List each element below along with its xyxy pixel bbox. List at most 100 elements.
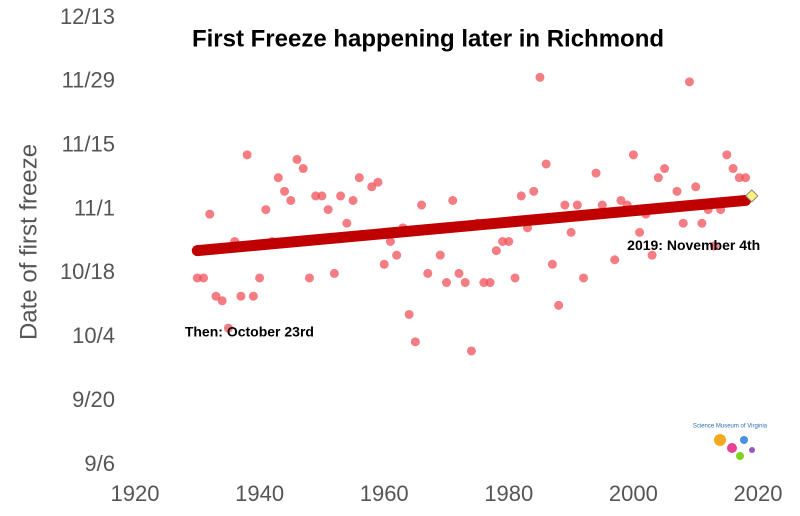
data-point [211,291,221,301]
data-point [273,173,283,183]
data-point [373,177,383,187]
data-point [610,255,620,265]
data-point [572,200,582,210]
logo-dot [736,452,744,460]
y-tick-label: 10/4 [72,323,115,348]
data-point [491,246,501,256]
data-point [392,250,402,260]
y-tick-label: 9/20 [72,387,115,412]
data-point [448,195,458,205]
data-point [516,191,526,201]
x-tick-label: 2020 [734,481,783,506]
data-point [286,195,296,205]
data-point [647,250,657,260]
x-tick-label: 2000 [609,481,658,506]
data-point [205,209,215,219]
y-tick-label: 10/18 [60,259,115,284]
data-point [192,273,202,283]
data-point [435,250,445,260]
data-point [304,273,314,283]
data-point [741,173,751,183]
x-tick-label: 1940 [235,481,284,506]
data-point [547,259,557,269]
y-tick-label: 11/1 [74,195,115,220]
data-point [329,268,339,278]
data-point [597,200,607,210]
data-point [423,268,433,278]
data-point [460,278,470,288]
data-point [510,273,520,283]
chart-title: First Freeze happening later in Richmond [192,25,664,52]
data-point [479,278,489,288]
data-point [684,77,694,87]
data-point [223,323,233,333]
data-point [442,278,451,288]
data-point [709,241,719,251]
y-tick-label: 12/13 [60,4,115,29]
logo: Science Museum of Virginia [693,424,768,460]
data-point [236,291,246,301]
data-point [404,309,414,319]
data-point [678,218,688,228]
data-point [311,191,321,201]
data-point [410,337,420,347]
data-point [498,237,508,246]
data-point [379,259,389,269]
data-point [535,72,545,82]
data-point [660,164,670,174]
data-point [560,200,570,210]
x-tick-label: 1960 [360,481,409,506]
data-point [579,273,589,283]
x-tick-label: 1980 [484,481,533,506]
data-point [261,205,271,215]
data-point [298,164,308,174]
logo-text: Science Museum of Virginia [693,424,768,430]
data-point [199,273,209,283]
data-point [635,227,645,237]
y-tick-label: 11/15 [62,132,115,157]
y-axis-label: Date of first freeze [15,144,42,340]
data-point [292,154,302,164]
data-point [691,182,701,192]
data-point [628,150,638,160]
data-point [217,296,227,306]
logo-dot [727,443,737,453]
data-point [722,150,732,160]
data-point [242,150,252,160]
data-point [385,237,395,246]
data-point [672,186,682,196]
data-point [367,182,377,192]
x-tick-label: 1920 [111,481,160,506]
y-tick-label: 11/29 [62,68,115,93]
logo-dot [749,447,755,453]
logo-dot [714,434,726,446]
data-point [504,237,514,246]
data-point [653,173,663,183]
data-point [728,164,738,174]
annotation: 2019: November 4th [627,237,760,253]
data-point [616,195,626,205]
data-point [417,200,427,210]
annotation: Then: October 23rd [185,323,314,339]
logo-dot [740,436,748,444]
data-point [591,168,601,178]
data-point [248,291,258,301]
trend-line [191,194,752,257]
data-point [485,278,495,288]
data-point [454,268,464,278]
data-point [317,191,327,201]
data-point [566,227,576,237]
data-point [336,191,346,201]
data-point [323,205,333,215]
data-point [466,346,476,356]
highlight-point [745,189,759,203]
data-point [697,218,707,228]
data-point [280,186,290,196]
data-point [354,173,364,183]
data-point [255,273,265,283]
data-point [348,195,358,205]
data-point [529,186,539,196]
data-point [541,159,551,169]
data-point [554,300,564,310]
